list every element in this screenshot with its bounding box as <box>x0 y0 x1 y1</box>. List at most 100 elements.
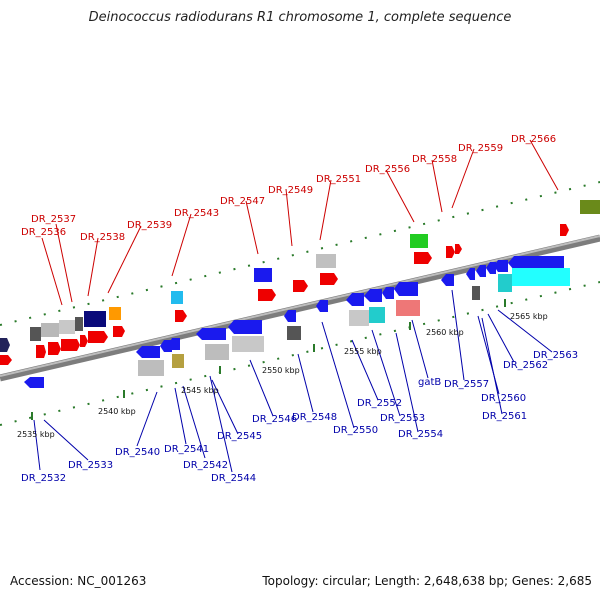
gene-forward-box <box>59 320 75 334</box>
gene-forward-arrow <box>446 246 455 258</box>
scale-label: 2565 kbp <box>510 312 548 321</box>
gene-label: gatB <box>418 377 441 388</box>
reverse-strand-genes <box>24 256 570 388</box>
chromosome-backbone <box>0 234 600 382</box>
gene-forward-arrow <box>0 355 12 365</box>
gene-label: DR_2559 <box>458 143 503 154</box>
gene-forward-arrow <box>560 224 569 236</box>
gene-reverse-arrow <box>494 260 508 272</box>
gene-reverse-arrow <box>441 274 454 286</box>
gene-forward-arrow <box>88 331 108 343</box>
gene-forward-arrow <box>113 326 125 337</box>
gene-forward-box <box>580 200 600 214</box>
gene-reverse-arrow <box>394 282 418 296</box>
gene-label: DR_2552 <box>357 398 402 409</box>
gene-reverse-arrow <box>24 377 44 388</box>
bottom-gene-labels: DR_2532 DR_2533 DR_2540 DR_2541 DR_2542 … <box>21 350 578 484</box>
gene-reverse-arrow <box>228 320 262 334</box>
bottom-leader-lines <box>33 289 553 473</box>
gene-label: DR_2566 <box>511 134 556 145</box>
gene-label: DR_2558 <box>412 154 457 165</box>
gene-reverse-arrow <box>382 287 394 299</box>
gene-reverse-box <box>138 360 164 376</box>
gene-label: DR_2536 <box>21 227 66 238</box>
gene-forward-arrow <box>414 252 432 264</box>
gene-forward-box <box>171 291 183 304</box>
top-gene-labels: DR_2536 DR_2537 DR_2538 DR_2539 DR_2543 … <box>21 134 556 243</box>
gene-forward-arrow <box>258 289 276 301</box>
gene-forward-box <box>316 254 336 268</box>
genome-summary-text: Topology: circular; Length: 2,648,638 bp… <box>262 574 592 588</box>
gene-label: DR_2548 <box>292 412 337 423</box>
gene-reverse-box <box>172 354 184 368</box>
gene-label: DR_2561 <box>482 411 527 422</box>
gene-forward-box <box>30 327 41 341</box>
gene-reverse-box <box>369 307 385 323</box>
gene-reverse-box <box>512 268 570 286</box>
gene-reverse-arrow <box>508 256 564 270</box>
scale-label: 2550 kbp <box>262 366 300 375</box>
gene-label: DR_2554 <box>398 429 443 440</box>
map-title: Deinococcus radiodurans R1 chromosome 1,… <box>88 10 512 25</box>
scale-label: 2560 kbp <box>426 328 464 337</box>
gene-forward-arrow <box>36 345 46 358</box>
gene-label: DR_2542 <box>183 460 228 471</box>
gene-reverse-arrow <box>169 338 180 350</box>
gene-label: DR_2546 <box>252 414 297 425</box>
chromosome-backbone-highlight <box>0 235 600 377</box>
gene-label: DR_2543 <box>174 208 219 219</box>
gene-forward-box <box>410 234 428 248</box>
gene-forward-arrow <box>175 310 187 322</box>
gene-label: DR_2547 <box>220 196 265 207</box>
scale-labels: 2535 kbp 2540 kbp 2545 kbp 2550 kbp 2555… <box>17 312 548 439</box>
scale-label: 2545 kbp <box>181 386 219 395</box>
gene-forward-arrow <box>455 244 462 254</box>
gene-reverse-arrow <box>160 340 172 352</box>
gene-forward-box <box>84 311 106 327</box>
gene-label: DR_2562 <box>503 360 548 371</box>
gene-label: DR_2550 <box>333 425 378 436</box>
scale-label: 2555 kbp <box>344 347 382 356</box>
gene-reverse-box <box>349 310 369 326</box>
gene-reverse-arrow <box>486 262 496 274</box>
gene-reverse-arrow <box>476 265 486 277</box>
gene-label: DR_2551 <box>316 174 361 185</box>
gene-forward-box <box>41 323 59 337</box>
gene-reverse-arrow <box>284 310 296 322</box>
gene-label: DR_2538 <box>80 232 125 243</box>
gene-label: DR_2553 <box>380 413 425 424</box>
gene-label: DR_2537 <box>31 214 76 225</box>
gene-label: DR_2544 <box>211 473 256 484</box>
gene-reverse-box <box>287 326 301 340</box>
gene-forward-arrow <box>320 273 338 285</box>
gene-reverse-arrow <box>196 328 226 340</box>
gene-label: DR_2533 <box>68 460 113 471</box>
gene-label: DR_2549 <box>268 185 313 196</box>
gene-label: DR_2539 <box>127 220 172 231</box>
gene-reverse-box <box>232 336 264 352</box>
gene-forward-box <box>75 317 83 331</box>
gene-label: DR_2545 <box>217 431 262 442</box>
forward-strand-genes <box>0 200 600 365</box>
gene-forward-box <box>254 268 272 282</box>
gene-reverse-arrow <box>316 300 328 312</box>
scale-label: 2535 kbp <box>17 430 55 439</box>
gene-forward-box <box>109 307 121 320</box>
gene-reverse-box <box>396 300 420 316</box>
gene-reverse-arrow <box>136 346 160 358</box>
accession-text: Accession: NC_001263 <box>10 574 147 588</box>
gene-forward-arrow <box>48 342 61 355</box>
top-leader-lines <box>41 139 559 306</box>
major-ticks <box>31 299 506 420</box>
gene-label: DR_2557 <box>444 379 489 390</box>
gene-label: DR_2556 <box>365 164 410 175</box>
upper-tick-row <box>0 181 600 326</box>
gene-reverse-arrow <box>346 293 364 306</box>
gene-reverse-arrow <box>364 289 382 302</box>
gene-reverse-box <box>498 274 512 292</box>
gene-label: DR_2563 <box>533 350 578 361</box>
gene-forward-arrow <box>293 280 308 292</box>
gene-forward-arrow <box>0 338 10 352</box>
gene-reverse-box <box>472 286 480 300</box>
